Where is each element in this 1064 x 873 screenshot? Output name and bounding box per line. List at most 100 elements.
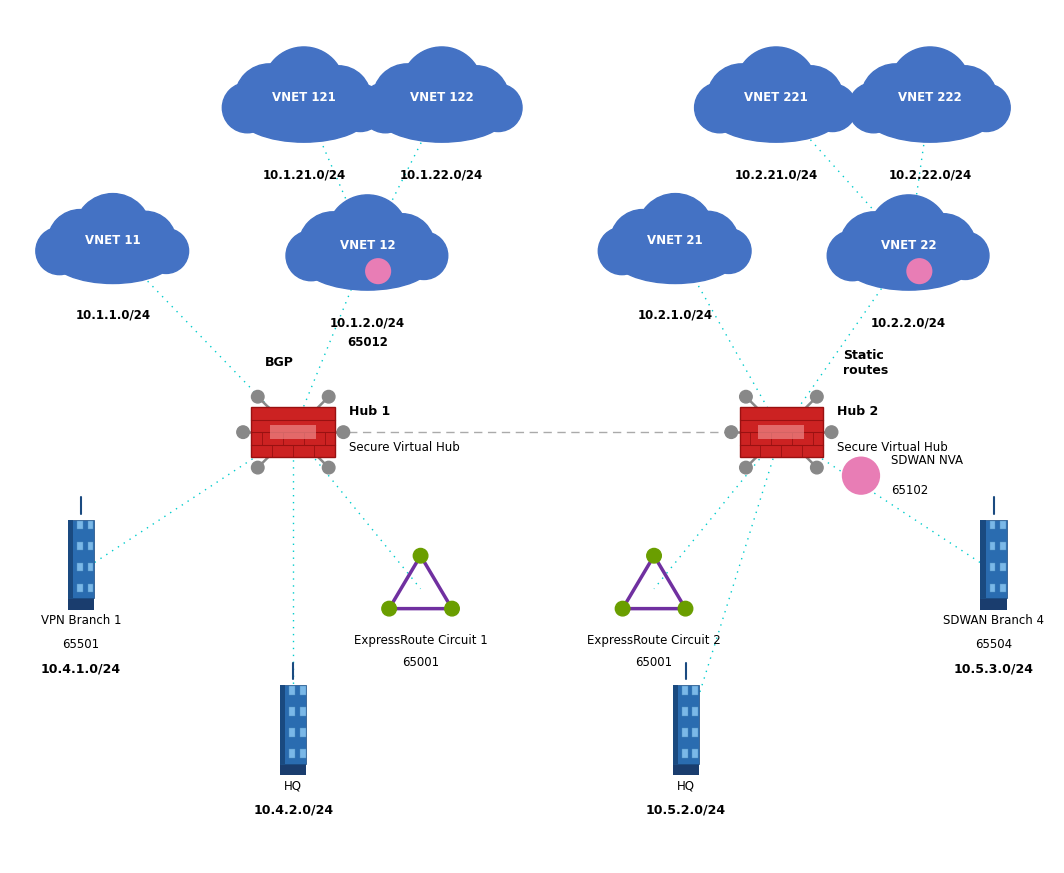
FancyBboxPatch shape: [270, 425, 316, 439]
Ellipse shape: [74, 194, 151, 271]
Ellipse shape: [251, 461, 264, 474]
FancyBboxPatch shape: [77, 584, 83, 593]
Text: 65012: 65012: [347, 336, 388, 349]
FancyBboxPatch shape: [693, 749, 698, 758]
Text: 10.1.1.0/24: 10.1.1.0/24: [76, 308, 150, 321]
FancyBboxPatch shape: [300, 686, 305, 695]
FancyBboxPatch shape: [1000, 542, 1005, 550]
Text: 10.1.21.0/24: 10.1.21.0/24: [262, 168, 346, 182]
Text: Static
routes: Static routes: [843, 348, 888, 376]
Text: VPN Branch 1: VPN Branch 1: [40, 614, 121, 627]
Text: 10.1.2.0/24: 10.1.2.0/24: [330, 316, 405, 329]
FancyBboxPatch shape: [289, 686, 295, 695]
Ellipse shape: [382, 601, 397, 616]
Ellipse shape: [615, 601, 630, 616]
Text: Hub 2: Hub 2: [837, 405, 879, 418]
Ellipse shape: [735, 47, 817, 128]
Ellipse shape: [706, 229, 751, 273]
Ellipse shape: [677, 211, 738, 273]
Text: 65102: 65102: [891, 485, 928, 498]
Ellipse shape: [299, 212, 367, 281]
Ellipse shape: [827, 230, 878, 281]
FancyBboxPatch shape: [77, 563, 83, 572]
Ellipse shape: [843, 234, 975, 290]
FancyBboxPatch shape: [980, 519, 985, 598]
Ellipse shape: [678, 601, 693, 616]
FancyBboxPatch shape: [990, 520, 996, 529]
Ellipse shape: [739, 390, 752, 403]
FancyBboxPatch shape: [87, 520, 94, 529]
Ellipse shape: [864, 86, 996, 142]
Text: HQ: HQ: [284, 780, 302, 793]
Ellipse shape: [322, 461, 335, 474]
FancyBboxPatch shape: [68, 519, 94, 598]
Ellipse shape: [811, 461, 824, 474]
FancyBboxPatch shape: [289, 728, 295, 737]
Text: 10.2.21.0/24: 10.2.21.0/24: [734, 168, 818, 182]
Ellipse shape: [400, 232, 448, 279]
FancyBboxPatch shape: [68, 519, 73, 598]
Text: ExpressRoute Circuit 2: ExpressRoute Circuit 2: [587, 634, 721, 647]
Ellipse shape: [251, 390, 264, 403]
FancyBboxPatch shape: [280, 685, 285, 764]
Ellipse shape: [445, 601, 460, 616]
Ellipse shape: [413, 548, 428, 563]
Ellipse shape: [327, 195, 409, 277]
Text: 10.2.22.0/24: 10.2.22.0/24: [888, 168, 971, 182]
FancyBboxPatch shape: [672, 685, 699, 764]
Ellipse shape: [839, 212, 909, 281]
Text: 10.5.3.0/24: 10.5.3.0/24: [953, 663, 1033, 676]
FancyBboxPatch shape: [739, 407, 824, 457]
Ellipse shape: [336, 84, 384, 132]
Text: 10.4.2.0/24: 10.4.2.0/24: [253, 804, 333, 817]
FancyBboxPatch shape: [980, 598, 1007, 609]
Ellipse shape: [369, 214, 434, 278]
Ellipse shape: [711, 86, 842, 142]
Ellipse shape: [376, 86, 508, 142]
FancyBboxPatch shape: [77, 520, 83, 529]
Ellipse shape: [842, 457, 880, 495]
Ellipse shape: [361, 83, 411, 133]
Text: VNET 121: VNET 121: [272, 91, 336, 104]
Text: BGP: BGP: [265, 356, 294, 369]
Ellipse shape: [613, 230, 737, 284]
FancyBboxPatch shape: [672, 685, 678, 764]
FancyBboxPatch shape: [682, 728, 687, 737]
Text: VNET 21: VNET 21: [648, 234, 703, 247]
Text: VNET 122: VNET 122: [410, 91, 473, 104]
Ellipse shape: [237, 426, 249, 438]
Ellipse shape: [809, 84, 857, 132]
FancyBboxPatch shape: [1000, 563, 1005, 572]
FancyBboxPatch shape: [289, 707, 295, 716]
FancyBboxPatch shape: [87, 542, 94, 550]
Text: 65501: 65501: [63, 638, 100, 651]
Ellipse shape: [401, 47, 483, 128]
Text: 65001: 65001: [635, 656, 672, 669]
FancyBboxPatch shape: [1000, 520, 1005, 529]
Ellipse shape: [48, 210, 113, 275]
FancyBboxPatch shape: [672, 764, 699, 775]
Text: Secure Virtual Hub: Secure Virtual Hub: [837, 441, 948, 453]
FancyBboxPatch shape: [87, 584, 94, 593]
Ellipse shape: [305, 65, 371, 131]
Text: 65504: 65504: [975, 638, 1012, 651]
Ellipse shape: [598, 227, 646, 275]
Ellipse shape: [302, 234, 433, 290]
Ellipse shape: [115, 211, 177, 273]
Ellipse shape: [907, 258, 932, 285]
FancyBboxPatch shape: [990, 542, 996, 550]
Ellipse shape: [932, 65, 997, 131]
Text: 10.5.2.0/24: 10.5.2.0/24: [646, 804, 726, 817]
Ellipse shape: [848, 83, 899, 133]
Ellipse shape: [144, 229, 188, 273]
Ellipse shape: [475, 84, 522, 132]
FancyBboxPatch shape: [289, 749, 295, 758]
FancyBboxPatch shape: [68, 598, 94, 609]
Ellipse shape: [51, 230, 174, 284]
Ellipse shape: [811, 390, 824, 403]
Text: 10.4.1.0/24: 10.4.1.0/24: [40, 663, 121, 676]
Ellipse shape: [739, 461, 752, 474]
Ellipse shape: [647, 548, 662, 563]
FancyBboxPatch shape: [682, 686, 687, 695]
FancyBboxPatch shape: [87, 563, 94, 572]
